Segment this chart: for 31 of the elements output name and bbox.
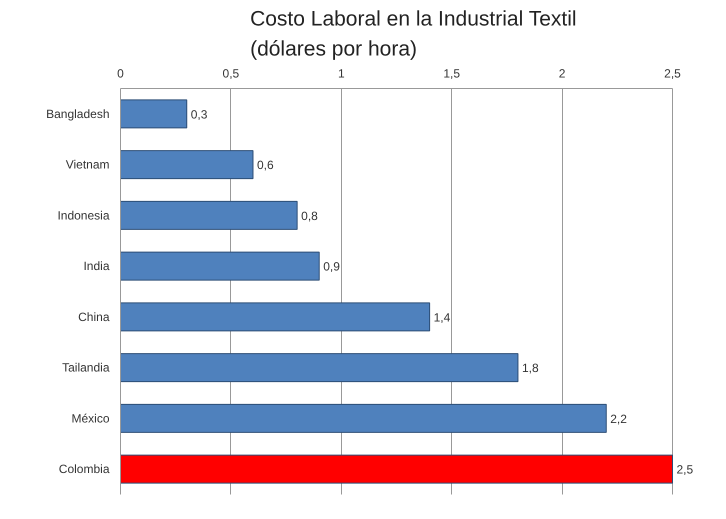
data-label: 2,5 — [676, 462, 694, 477]
data-label: 1,8 — [522, 361, 539, 376]
x-tick-label: 0,5 — [222, 66, 240, 80]
data-label: 0,6 — [256, 158, 274, 172]
bar — [120, 150, 254, 180]
data-label: 1,4 — [434, 310, 451, 324]
data-label: 0,8 — [301, 208, 318, 223]
x-tick-label: 2 — [558, 66, 566, 80]
x-tick-label: 2,5 — [664, 66, 682, 80]
y-tick-label: India — [83, 259, 110, 274]
bar — [120, 404, 607, 433]
x-tick-label: 1,5 — [443, 66, 460, 80]
y-tick-label: Indonesia — [57, 208, 110, 222]
bar — [120, 353, 518, 382]
data-label: 0,9 — [323, 260, 340, 274]
bar — [120, 454, 673, 484]
data-label: 0,3 — [190, 107, 208, 122]
bar — [120, 302, 430, 332]
y-tick-label: Bangladesh — [46, 106, 110, 121]
y-tick-label: Tailandia — [62, 360, 110, 375]
y-tick-label: México — [71, 411, 110, 426]
bar — [120, 252, 320, 281]
y-tick-label: Colombia — [58, 462, 110, 476]
chart-title: Costo Laboral en la Industrial Textil (dólares por hora) — [250, 8, 577, 60]
y-tick-label: Vietnam — [66, 158, 110, 172]
bar — [120, 200, 298, 230]
x-tick-label: 0 — [117, 66, 124, 80]
x-tick-label: 1 — [338, 66, 345, 80]
bar — [120, 99, 188, 128]
data-label: 2,2 — [610, 412, 628, 426]
y-tick-label: China — [78, 310, 110, 324]
